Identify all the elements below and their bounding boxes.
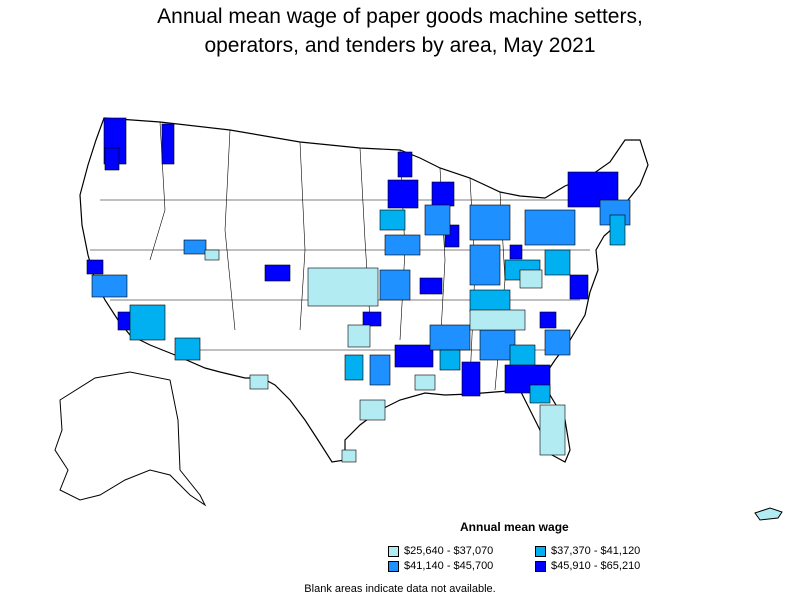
map-title: Annual mean wage of paper goods machine …	[0, 2, 800, 60]
area-ok-east	[347, 324, 371, 348]
hawaii-islands	[754, 507, 783, 521]
area-va	[569, 274, 589, 300]
area-wi	[387, 179, 419, 209]
legend-item-4: $45,910 - $65,210	[535, 560, 640, 572]
area-al	[479, 329, 516, 361]
area-portland	[104, 147, 120, 171]
area-va-west	[519, 269, 543, 289]
blank-areas-note: Blank areas indicate data not available.	[304, 583, 496, 595]
legend-item-2: $37,370 - $41,120	[535, 545, 640, 557]
area-mn	[379, 209, 406, 231]
legend-label-1: $25,640 - $37,070	[404, 545, 494, 557]
title-line-1: Annual mean wage of paper goods machine …	[157, 5, 643, 28]
area-ks-west	[307, 267, 379, 307]
area-ne-coast	[609, 214, 626, 246]
legend-label-2: $37,370 - $41,120	[551, 545, 641, 557]
legend-swatch-1	[388, 545, 399, 557]
area-tx-south-tip	[341, 449, 357, 463]
area-ok	[362, 311, 382, 327]
legend-item-3: $41,140 - $45,700	[388, 560, 493, 572]
area-ks	[379, 269, 411, 301]
area-ca-inland	[91, 274, 128, 298]
area-tx-south	[359, 399, 386, 421]
legend-swatch-2	[535, 545, 546, 557]
legend-label-3: $41,140 - $45,700	[404, 560, 494, 572]
area-ut	[183, 239, 207, 255]
area-tn	[429, 324, 471, 351]
area-oh	[509, 244, 523, 260]
area-mi	[469, 204, 511, 241]
area-wv	[544, 249, 571, 276]
area-co	[264, 264, 291, 282]
legend-label-4: $45,910 - $65,210	[551, 560, 641, 572]
area-mo	[419, 277, 443, 295]
area-ia	[384, 234, 421, 256]
area-ms	[461, 361, 481, 397]
alaska-outline	[54, 371, 207, 507]
area-ms-north	[439, 349, 461, 371]
area-tn-east	[469, 309, 526, 331]
area-spokane	[161, 123, 175, 165]
legend-swatch-4	[535, 560, 546, 572]
area-ut-south	[204, 249, 220, 261]
area-az-tucson	[174, 337, 201, 361]
area-la-south	[414, 374, 436, 391]
area-la	[117, 311, 131, 331]
area-az-phoenix	[129, 304, 166, 341]
legend-swatch-3	[388, 560, 399, 572]
area-ky	[469, 289, 511, 313]
area-in	[469, 244, 501, 286]
area-tx-west	[249, 374, 269, 390]
area-tx-east	[369, 354, 391, 386]
legend-title: Annual mean wage	[460, 520, 569, 534]
area-nc	[539, 311, 557, 329]
area-sf	[86, 259, 104, 275]
area-ga	[509, 344, 536, 366]
area-ar	[394, 344, 434, 368]
area-wi-south	[424, 204, 451, 236]
area-pa	[524, 209, 576, 246]
title-line-2: operators, and tenders by area, May 2021	[204, 34, 596, 57]
area-fl	[529, 384, 551, 404]
wage-areas	[86, 117, 631, 463]
area-mi-north	[431, 181, 455, 207]
area-tx-central	[344, 354, 364, 381]
area-mn-north	[397, 151, 413, 178]
area-fl-south	[539, 404, 566, 456]
area-sc	[544, 329, 571, 356]
legend-item-1: $25,640 - $37,070	[388, 545, 493, 557]
